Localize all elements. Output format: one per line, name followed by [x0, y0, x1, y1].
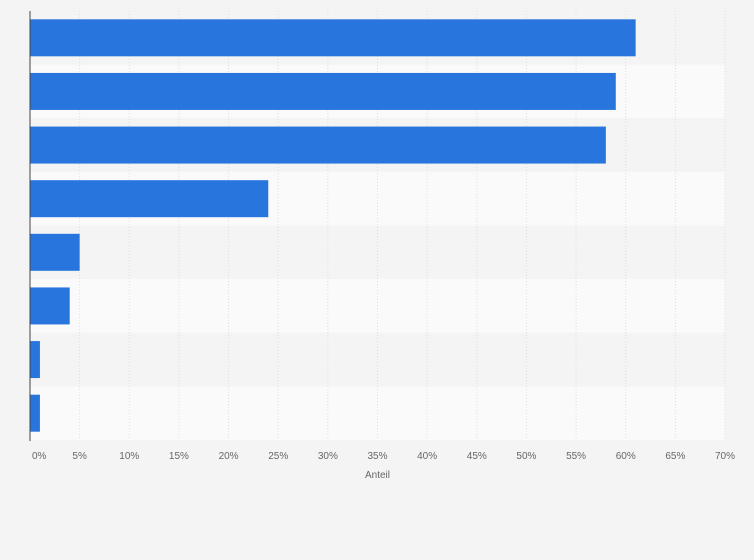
- bar[interactable]: [30, 180, 269, 218]
- x-tick-label: 50%: [516, 451, 536, 462]
- bar[interactable]: [30, 233, 80, 271]
- x-tick-label: 40%: [417, 451, 437, 462]
- x-tick-label: 5%: [72, 451, 87, 462]
- bar[interactable]: [30, 72, 616, 110]
- x-tick-label: 0%: [32, 451, 47, 462]
- x-tick-label: 20%: [219, 451, 239, 462]
- x-tick-label: 30%: [318, 451, 338, 462]
- x-tick-label: 35%: [367, 451, 387, 462]
- bar[interactable]: [30, 394, 40, 432]
- x-tick-label: 10%: [119, 451, 139, 462]
- x-tick-label: 45%: [467, 451, 487, 462]
- x-axis-title: Anteil: [365, 470, 390, 481]
- bar[interactable]: [30, 126, 606, 164]
- x-tick-label: 70%: [715, 451, 735, 462]
- x-tick-label: 55%: [566, 451, 586, 462]
- bars: [30, 19, 636, 432]
- bar[interactable]: [30, 287, 70, 325]
- bar[interactable]: [30, 341, 40, 379]
- x-tick-label: 15%: [169, 451, 189, 462]
- x-tick-label: 25%: [268, 451, 288, 462]
- x-tick-label: 65%: [665, 451, 685, 462]
- x-axis-ticks: 0% 5% 10% 15% 20% 25% 30% 35% 40% 45% 50% 55% 60% 65%…: [32, 451, 735, 462]
- bar[interactable]: [30, 19, 636, 57]
- gridlines: [79, 11, 726, 440]
- row-band: [30, 225, 725, 280]
- x-tick-label: 60%: [616, 451, 636, 462]
